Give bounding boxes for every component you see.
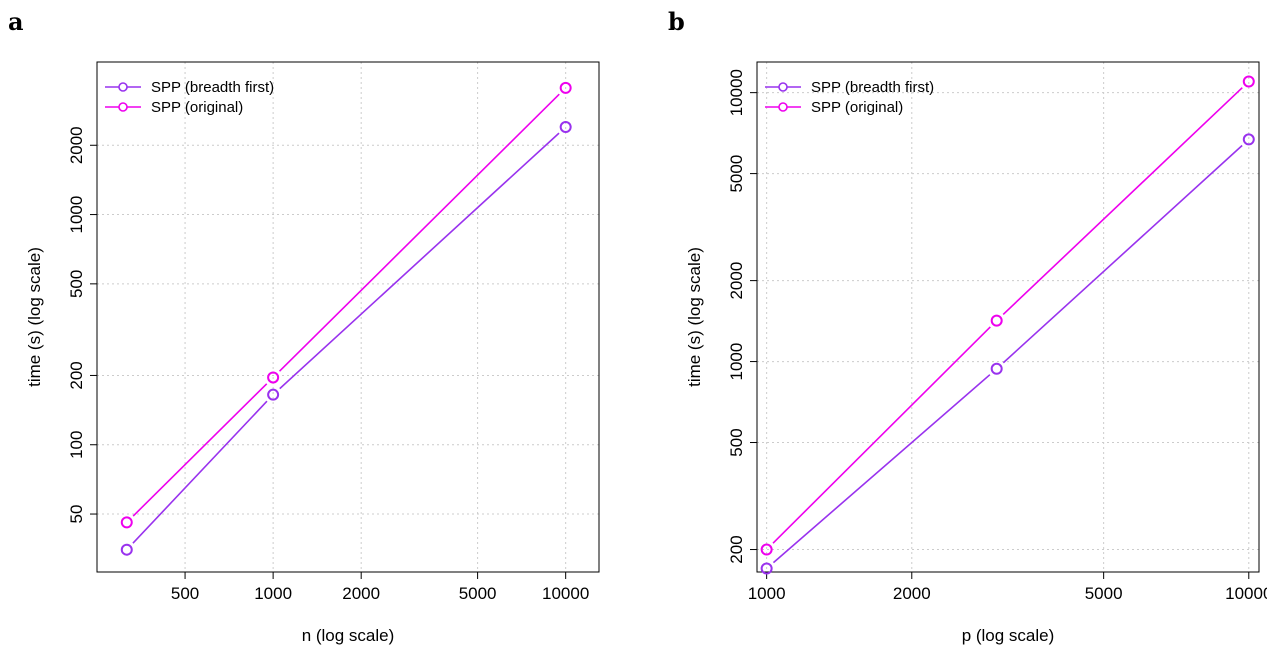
plot-frame bbox=[756, 61, 1260, 573]
legend-marker bbox=[778, 102, 788, 112]
x-tick-label: 5000 bbox=[1085, 584, 1123, 603]
data-point bbox=[760, 543, 773, 556]
data-point bbox=[559, 121, 572, 134]
series-line-segment bbox=[772, 326, 991, 544]
legend-entry-label: SPP (original) bbox=[151, 99, 243, 116]
y-tick-label: 2000 bbox=[727, 262, 746, 300]
series-line-segment bbox=[279, 132, 560, 390]
chart-panel-a: a 500 1000 2000 5000 10000 50 100 200 500 1000 2000… bbox=[8, 7, 600, 645]
y-tick-label: 2000 bbox=[67, 126, 86, 164]
data-point bbox=[1242, 133, 1255, 146]
y-tick-label: 100 bbox=[67, 431, 86, 459]
y-tick-label: 500 bbox=[727, 428, 746, 456]
data-point bbox=[990, 362, 1003, 375]
y-tick-label: 200 bbox=[727, 535, 746, 563]
series-line-segment bbox=[772, 374, 991, 564]
x-tick-label: 1000 bbox=[254, 584, 292, 603]
y-tick-label: 50 bbox=[67, 505, 86, 524]
legend-entry-label: SPP (original) bbox=[811, 99, 903, 116]
panel-letter: b bbox=[668, 7, 685, 36]
data-point bbox=[120, 516, 133, 529]
legend-marker bbox=[118, 102, 128, 112]
y-tick-label: 1000 bbox=[727, 343, 746, 381]
y-tick-label: 200 bbox=[67, 361, 86, 389]
x-tick-label: 5000 bbox=[459, 584, 497, 603]
legend-entry-label: SPP (breadth first) bbox=[151, 79, 274, 96]
chart-panel-b: b 1000 2000 5000 10000 200 500 1000 2000 5000 1000… bbox=[668, 7, 1267, 645]
data-point bbox=[1242, 75, 1255, 88]
plot-frame bbox=[96, 61, 600, 573]
x-axis-title: p (log scale) bbox=[962, 626, 1055, 645]
y-tick-label: 10000 bbox=[727, 69, 746, 116]
y-tick-label: 5000 bbox=[727, 155, 746, 193]
x-axis-title: n (log scale) bbox=[302, 626, 395, 645]
y-tick-label: 500 bbox=[67, 270, 86, 298]
x-tick-label: 10000 bbox=[1225, 584, 1267, 603]
x-tick-label: 10000 bbox=[542, 584, 589, 603]
legend-marker bbox=[778, 82, 788, 92]
data-point bbox=[559, 81, 572, 94]
x-tick-label: 500 bbox=[171, 584, 199, 603]
data-point bbox=[990, 314, 1003, 327]
series-line-segment bbox=[1002, 144, 1243, 364]
data-point bbox=[760, 562, 773, 575]
data-point bbox=[120, 543, 133, 556]
panel-letter: a bbox=[8, 7, 24, 36]
y-tick-label: 1000 bbox=[67, 196, 86, 234]
x-tick-label: 2000 bbox=[342, 584, 380, 603]
series-line-segment bbox=[1002, 87, 1243, 315]
y-axis-title: time (s) (log scale) bbox=[685, 247, 704, 387]
x-tick-label: 1000 bbox=[748, 584, 786, 603]
series-line-segment bbox=[132, 383, 268, 517]
y-axis-title: time (s) (log scale) bbox=[25, 247, 44, 387]
series-line-segment bbox=[132, 400, 268, 544]
legend-entry-label: SPP (breadth first) bbox=[811, 79, 934, 96]
series-line-segment bbox=[278, 93, 560, 372]
data-point bbox=[267, 388, 280, 401]
legend-marker bbox=[118, 82, 128, 92]
data-point bbox=[267, 371, 280, 384]
x-tick-label: 2000 bbox=[893, 584, 931, 603]
